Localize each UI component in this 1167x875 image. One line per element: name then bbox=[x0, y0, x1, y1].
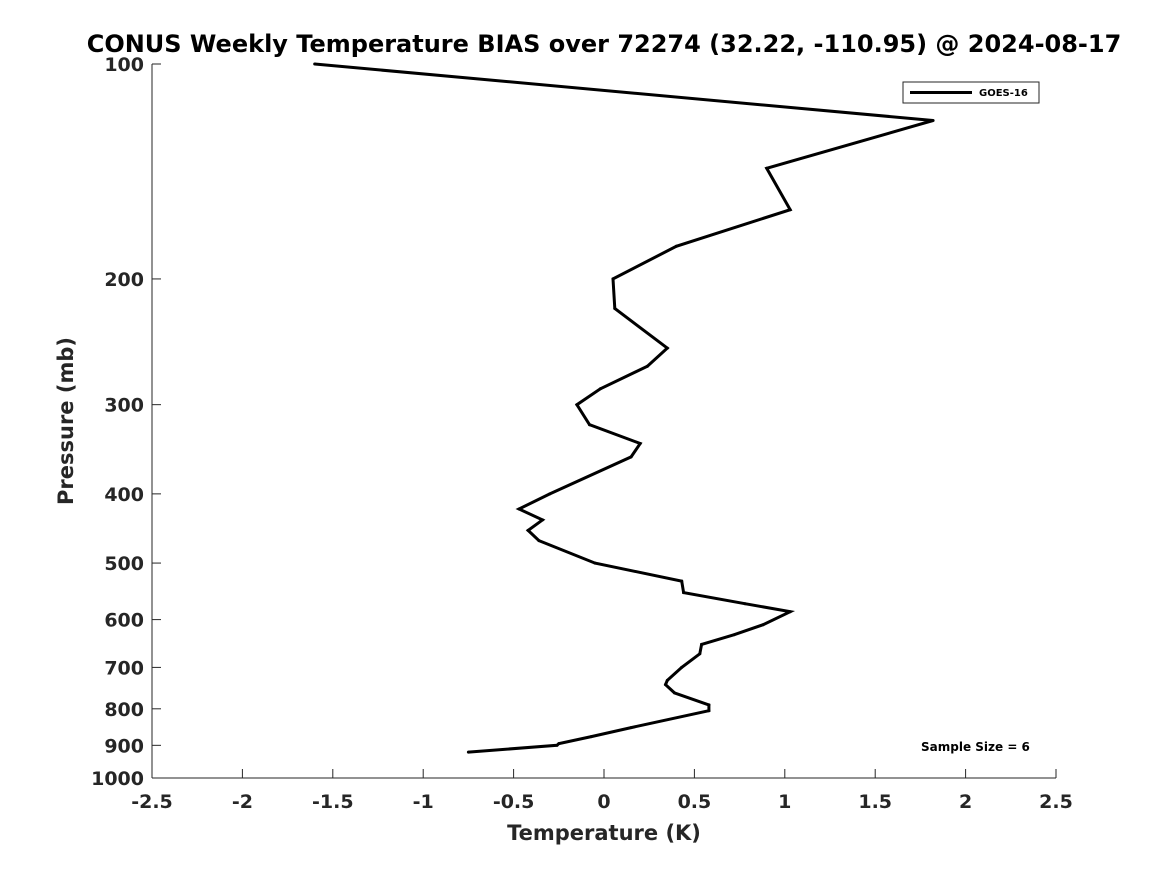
data-point bbox=[593, 561, 597, 565]
y-tick-label: 100 bbox=[104, 54, 144, 76]
data-point bbox=[682, 591, 686, 595]
data-point bbox=[638, 442, 642, 445]
data-point bbox=[541, 518, 544, 522]
data-point bbox=[526, 528, 530, 532]
x-axis-ticks: -2.5 -2 -1.5 -1 -0.5 0 0.5 1 1.5 2 2.5 bbox=[131, 769, 1073, 813]
data-point bbox=[673, 691, 676, 695]
data-point bbox=[931, 119, 935, 122]
data-point bbox=[575, 403, 579, 407]
x-tick-label: 2.5 bbox=[1039, 791, 1073, 813]
series-line-goes-16 bbox=[314, 62, 934, 754]
y-tick-label: 300 bbox=[104, 395, 144, 417]
data-point bbox=[548, 492, 552, 496]
legend-entry-goes-16: GOES-16 bbox=[979, 88, 1028, 99]
data-point bbox=[629, 455, 633, 459]
y-tick-label: 900 bbox=[104, 735, 144, 757]
data-point bbox=[761, 623, 765, 627]
x-tick-label: -0.5 bbox=[493, 791, 535, 813]
x-tick-label: -1.5 bbox=[312, 791, 354, 813]
data-point bbox=[588, 423, 591, 427]
data-point bbox=[698, 652, 702, 656]
x-tick-label: -2 bbox=[232, 791, 253, 813]
data-point bbox=[629, 726, 633, 730]
data-point bbox=[611, 277, 615, 281]
x-tick-label: 0 bbox=[597, 791, 610, 813]
data-point bbox=[517, 507, 521, 511]
data-point bbox=[700, 642, 704, 646]
x-tick-label: 2 bbox=[959, 791, 972, 813]
data-point bbox=[645, 364, 649, 368]
y-tick-label: 500 bbox=[104, 553, 144, 575]
data-point bbox=[598, 387, 602, 391]
data-point bbox=[788, 610, 792, 614]
data-point bbox=[466, 750, 470, 754]
data-point bbox=[664, 683, 667, 687]
data-point bbox=[313, 62, 317, 66]
data-point bbox=[732, 633, 736, 637]
data-point bbox=[589, 735, 593, 739]
y-axis-label: Pressure (mb) bbox=[54, 337, 78, 505]
data-point bbox=[680, 579, 684, 583]
data-point bbox=[537, 539, 541, 543]
data-point bbox=[680, 665, 684, 669]
x-tick-label: -2.5 bbox=[131, 791, 173, 813]
data-point bbox=[674, 244, 678, 248]
data-point bbox=[665, 678, 669, 682]
y-axis-ticks: 100 200 300 400 500 600 700 800 900 1000 bbox=[91, 54, 161, 790]
y-tick-label: 1000 bbox=[91, 768, 144, 790]
y-tick-label: 800 bbox=[104, 699, 144, 721]
data-point bbox=[707, 709, 711, 713]
x-tick-label: -1 bbox=[413, 791, 434, 813]
data-point bbox=[765, 166, 769, 170]
sample-size-annotation: Sample Size = 6 bbox=[921, 740, 1030, 754]
x-tick-label: 1.5 bbox=[858, 791, 892, 813]
x-axis-label: Temperature (K) bbox=[507, 821, 701, 845]
legend: GOES-16 bbox=[902, 81, 1040, 104]
chart-title: CONUS Weekly Temperature BIAS over 72274… bbox=[87, 30, 1122, 58]
data-points bbox=[313, 62, 935, 754]
data-point bbox=[707, 703, 711, 707]
x-tick-label: 0.5 bbox=[678, 791, 712, 813]
data-point bbox=[788, 208, 792, 212]
x-tick-label: 1 bbox=[778, 791, 791, 813]
data-point bbox=[555, 743, 559, 747]
y-tick-label: 600 bbox=[104, 610, 144, 632]
y-tick-label: 200 bbox=[104, 269, 144, 291]
y-tick-label: 400 bbox=[104, 484, 144, 506]
data-point bbox=[665, 346, 669, 350]
data-point bbox=[743, 602, 747, 606]
data-point bbox=[613, 307, 617, 310]
y-tick-label: 700 bbox=[104, 657, 144, 679]
